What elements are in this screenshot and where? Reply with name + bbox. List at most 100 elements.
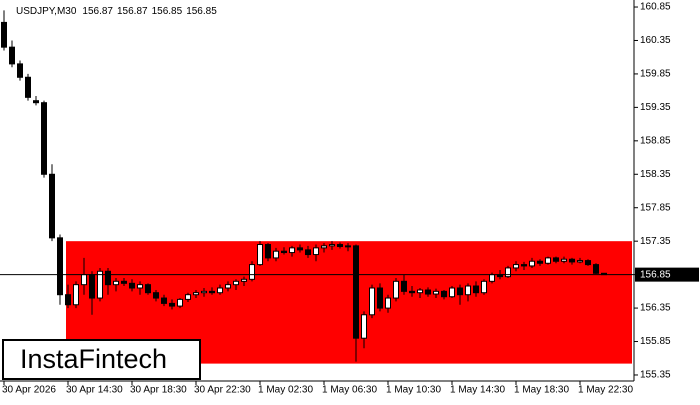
candle-body	[225, 284, 231, 289]
candle-body	[425, 289, 431, 295]
candle-body	[289, 247, 295, 254]
header-low: 156.85	[152, 6, 183, 17]
x-tick-label: 30 Apr 18:30	[130, 385, 187, 396]
candle-body	[209, 290, 215, 294]
candle-body	[57, 237, 63, 296]
candle-body	[457, 287, 463, 296]
candle-body	[585, 260, 591, 266]
x-tick-label: 30 Apr 14:30	[66, 385, 123, 396]
y-tick-label: 155.85	[640, 336, 671, 347]
y-tick-label: 160.35	[640, 35, 671, 46]
candle-body	[33, 100, 39, 104]
candle-body	[217, 287, 223, 294]
y-tick-label: 155.35	[640, 370, 671, 381]
y-tick-label: 156.35	[640, 303, 671, 314]
candle-body	[377, 287, 383, 309]
candle-body	[257, 244, 263, 266]
plot-area	[1, 10, 632, 364]
header: USDJPY,M30 156.87 156.87 156.85 156.85	[16, 6, 217, 17]
candle-body	[9, 46, 15, 65]
x-tick-label: 1 May 06:30	[322, 385, 377, 396]
x-tick-label: 1 May 18:30	[514, 385, 569, 396]
candle-body	[129, 282, 135, 289]
header-open: 156.87	[82, 6, 113, 17]
candle-body	[145, 284, 151, 294]
logo: InstaFintech	[20, 344, 167, 374]
candle-body	[593, 264, 599, 274]
y-tick-label: 160.85	[640, 2, 671, 13]
candle-body	[249, 264, 255, 280]
candle-body	[473, 285, 479, 294]
candle-body	[433, 290, 439, 295]
candle-body	[545, 257, 551, 264]
header-close: 156.85	[186, 6, 217, 17]
candle-body	[521, 264, 527, 267]
candle-body	[241, 278, 247, 282]
y-tick-label: 158.85	[640, 135, 671, 146]
x-tick-label: 1 May 14:30	[450, 385, 505, 396]
x-tick-label: 30 Apr 2026	[2, 385, 56, 396]
candle-body	[505, 267, 511, 278]
candle-body	[305, 249, 311, 256]
candle-body	[465, 285, 471, 296]
x-tick-label: 1 May 22:30	[578, 385, 633, 396]
candle-body	[281, 250, 287, 254]
candle-body	[73, 284, 79, 306]
candle-body	[25, 76, 31, 98]
candle-body	[409, 290, 415, 294]
header-high: 156.87	[117, 6, 148, 17]
candle-body	[41, 102, 47, 175]
candle-body	[81, 274, 87, 286]
candle-body	[161, 297, 167, 304]
logo-box	[2, 339, 201, 380]
y-tick-label: 158.35	[640, 169, 671, 180]
candle-body	[169, 302, 175, 307]
candle-body	[193, 292, 199, 296]
candle-body	[201, 290, 207, 294]
last-price-box	[635, 267, 699, 282]
candle-body	[481, 280, 487, 294]
candle-body	[265, 244, 271, 259]
candle-body	[1, 21, 7, 48]
candle-body	[441, 290, 447, 298]
candle-body	[233, 280, 239, 286]
candle-body	[449, 287, 455, 298]
candle-body	[537, 260, 543, 264]
candle-body	[401, 280, 407, 292]
candle-body	[577, 260, 583, 263]
candle-body	[137, 284, 143, 289]
candle-body	[561, 258, 567, 262]
candle-body	[569, 258, 575, 263]
y-tick-label: 157.35	[640, 236, 671, 247]
last-price-label: 156.85	[640, 269, 671, 280]
candle-body	[313, 247, 319, 256]
candle-body	[361, 314, 367, 339]
candle-body	[385, 297, 391, 309]
candle-body	[297, 247, 303, 251]
candle-body	[89, 274, 95, 299]
candle-body	[329, 244, 335, 247]
candle-body	[185, 294, 191, 300]
y-tick-label: 159.85	[640, 69, 671, 80]
candle-body	[553, 257, 559, 262]
x-tick-label: 1 May 10:30	[386, 385, 441, 396]
x-tick-label: 1 May 02:30	[258, 385, 313, 396]
candle-body	[337, 244, 343, 248]
y-tick-label: 159.35	[640, 102, 671, 113]
candle-body	[121, 280, 127, 284]
candle-body	[529, 260, 535, 267]
x-tick-label: 30 Apr 22:30	[194, 385, 251, 396]
candle-body	[321, 245, 327, 249]
candle-body	[345, 245, 351, 248]
candle-body	[177, 298, 183, 307]
candle-body	[369, 287, 375, 316]
candle-body	[65, 294, 71, 306]
candle-body	[489, 274, 495, 282]
symbol: USDJPY,M30	[16, 6, 77, 17]
y-tick-label: 157.85	[640, 202, 671, 213]
candle-body	[113, 280, 119, 286]
candle-body	[49, 173, 55, 239]
candle-body	[353, 245, 359, 339]
candle-body	[105, 270, 111, 286]
